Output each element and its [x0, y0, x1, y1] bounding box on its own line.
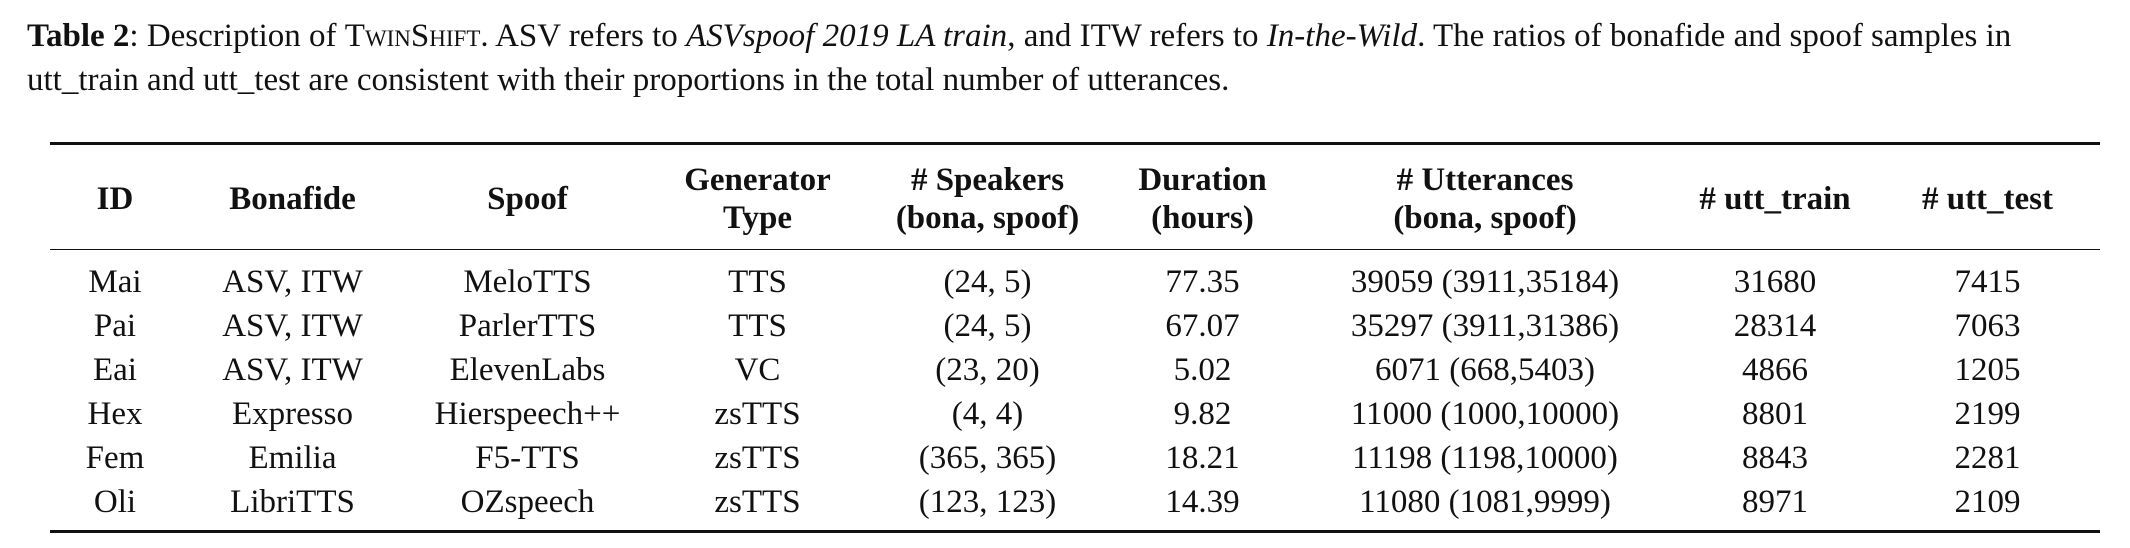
table-container: ID Bonafide Spoof Generator Type # Speakers (b…: [50, 142, 2100, 533]
table-cell: 35297 (3911,31386): [1350, 308, 1620, 344]
table-cell: 2199: [1954, 396, 2021, 432]
table-row: Oli LibriTTS OZspeech zsTTS (123, 123) 14.39 1…: [50, 480, 2100, 532]
column-header: Spoof: [405, 144, 650, 250]
caption-part2: , and ITW refers to: [1007, 18, 1267, 54]
table-cell: zsTTS: [714, 484, 801, 520]
table-cell: ASV, ITW: [222, 308, 363, 344]
table-row: Mai ASV, ITW MeloTTS TTS (24, 5) 77.35 39059 (…: [50, 250, 2100, 305]
table-cell: 2109: [1954, 484, 2021, 520]
table-cell: MeloTTS: [463, 264, 592, 300]
column-header-line: Type: [722, 200, 793, 236]
table-cell: 77.35: [1165, 264, 1240, 300]
table-cell: 7063: [1954, 308, 2021, 344]
table-cell: zsTTS: [714, 396, 801, 432]
column-header-line: ID: [96, 181, 134, 217]
table-cell: 28314: [1733, 308, 1817, 344]
dataset-table: ID Bonafide Spoof Generator Type # Speakers (b…: [50, 142, 2100, 533]
column-header-line: (hours): [1151, 200, 1254, 236]
table-cell: ASV, ITW: [222, 352, 363, 388]
table-cell: 5.02: [1173, 352, 1232, 388]
table-cell: OZspeech: [460, 484, 595, 520]
column-header: # utt_train: [1675, 144, 1875, 250]
table-cell: Emilia: [248, 440, 337, 476]
column-header-line: Duration: [1138, 162, 1267, 198]
table-cell: 2281: [1954, 440, 2021, 476]
table-cell: 39059 (3911,35184): [1350, 264, 1620, 300]
table-cell: 31680: [1733, 264, 1817, 300]
table-cell: 8801: [1742, 396, 1808, 432]
table-cell: F5-TTS: [475, 440, 580, 476]
table-cell: ASV, ITW: [222, 264, 363, 300]
table-cell: Pai: [93, 308, 137, 344]
column-header: Duration (hours): [1110, 144, 1295, 250]
table-cell: (24, 5): [943, 264, 1032, 300]
table-cell: 11080 (1081,9999): [1359, 484, 1611, 520]
caption-part1: . ASV refers to: [480, 18, 687, 54]
caption-part3: . The ratios of bonafide and spoof sampl…: [27, 18, 2012, 98]
table-cell: zsTTS: [714, 440, 801, 476]
column-header: Generator Type: [650, 144, 865, 250]
table-caption: Table 2: Description of TwinShift. ASV r…: [27, 14, 2107, 102]
asv-dataset-name: ASVspoof 2019 LA train: [686, 18, 1008, 54]
table-cell: Hierspeech++: [434, 396, 621, 432]
table-row: Hex Expresso Hierspeech++ zsTTS (4, 4) 9.82 11…: [50, 392, 2100, 436]
column-header-line: # Utterances: [1396, 162, 1574, 198]
caption-sep: : Description of: [129, 18, 345, 54]
table-cell: (123, 123): [918, 484, 1057, 520]
table-header-row: ID Bonafide Spoof Generator Type # Speakers (b…: [50, 144, 2100, 250]
table-cell: 8971: [1742, 484, 1808, 520]
column-header-line: Bonafide: [229, 181, 356, 217]
column-header: # Utterances (bona, spoof): [1295, 144, 1675, 250]
column-header-line: # utt_train: [1699, 181, 1851, 217]
table-cell: TTS: [728, 264, 787, 300]
column-header-line: Spoof: [487, 181, 568, 217]
table-cell: 67.07: [1165, 308, 1240, 344]
table-cell: LibriTTS: [230, 484, 355, 520]
dataset-name: TwinShift: [344, 18, 481, 54]
table-cell: (4, 4): [951, 396, 1024, 432]
table-cell: Eai: [93, 352, 137, 388]
column-header: ID: [50, 144, 180, 250]
table-cell: 11000 (1000,10000): [1350, 396, 1620, 432]
table-row: Pai ASV, ITW ParlerTTS TTS (24, 5) 67.07 35297…: [50, 304, 2100, 348]
column-header-line: Generator: [684, 162, 831, 198]
table-cell: Mai: [88, 264, 142, 300]
column-header: # Speakers (bona, spoof): [865, 144, 1110, 250]
table-cell: (24, 5): [943, 308, 1032, 344]
column-header-line: # utt_test: [1921, 181, 2054, 217]
column-header-line: (bona, spoof): [1393, 200, 1577, 236]
column-header: # utt_test: [1875, 144, 2100, 250]
table-cell: 7415: [1954, 264, 2021, 300]
table-row: Fem Emilia F5-TTS zsTTS (365, 365) 18.21 11198…: [50, 436, 2100, 480]
table-cell: 6071 (668,5403): [1375, 352, 1595, 388]
table-cell: 1205: [1954, 352, 2021, 388]
table-cell: (23, 20): [935, 352, 1040, 388]
itw-dataset-name: In-the-Wild: [1266, 18, 1418, 54]
table-cell: 11198 (1198,10000): [1352, 440, 1618, 476]
table-cell: 8843: [1742, 440, 1808, 476]
table-cell: 18.21: [1165, 440, 1240, 476]
table-cell: ElevenLabs: [449, 352, 606, 388]
table-cell: Hex: [87, 396, 143, 432]
table-cell: (365, 365): [918, 440, 1057, 476]
table-cell: TTS: [728, 308, 787, 344]
column-header-line: # Speakers: [910, 162, 1065, 198]
table-cell: VC: [734, 352, 781, 388]
column-header-line: (bona, spoof): [895, 200, 1080, 236]
table-cell: Expresso: [232, 396, 353, 432]
table-cell: ParlerTTS: [458, 308, 597, 344]
table-cell: Fem: [85, 440, 145, 476]
table-cell: 4866: [1742, 352, 1808, 388]
table-row: Eai ASV, ITW ElevenLabs VC (23, 20) 5.02 6071 …: [50, 348, 2100, 392]
table-cell: 9.82: [1173, 396, 1232, 432]
table-label: Table 2: [27, 18, 130, 54]
table-cell: Oli: [93, 484, 137, 520]
column-header: Bonafide: [180, 144, 405, 250]
table-cell: 14.39: [1165, 484, 1240, 520]
table-body: Mai ASV, ITW MeloTTS TTS (24, 5) 77.35 39059 (…: [50, 250, 2100, 532]
